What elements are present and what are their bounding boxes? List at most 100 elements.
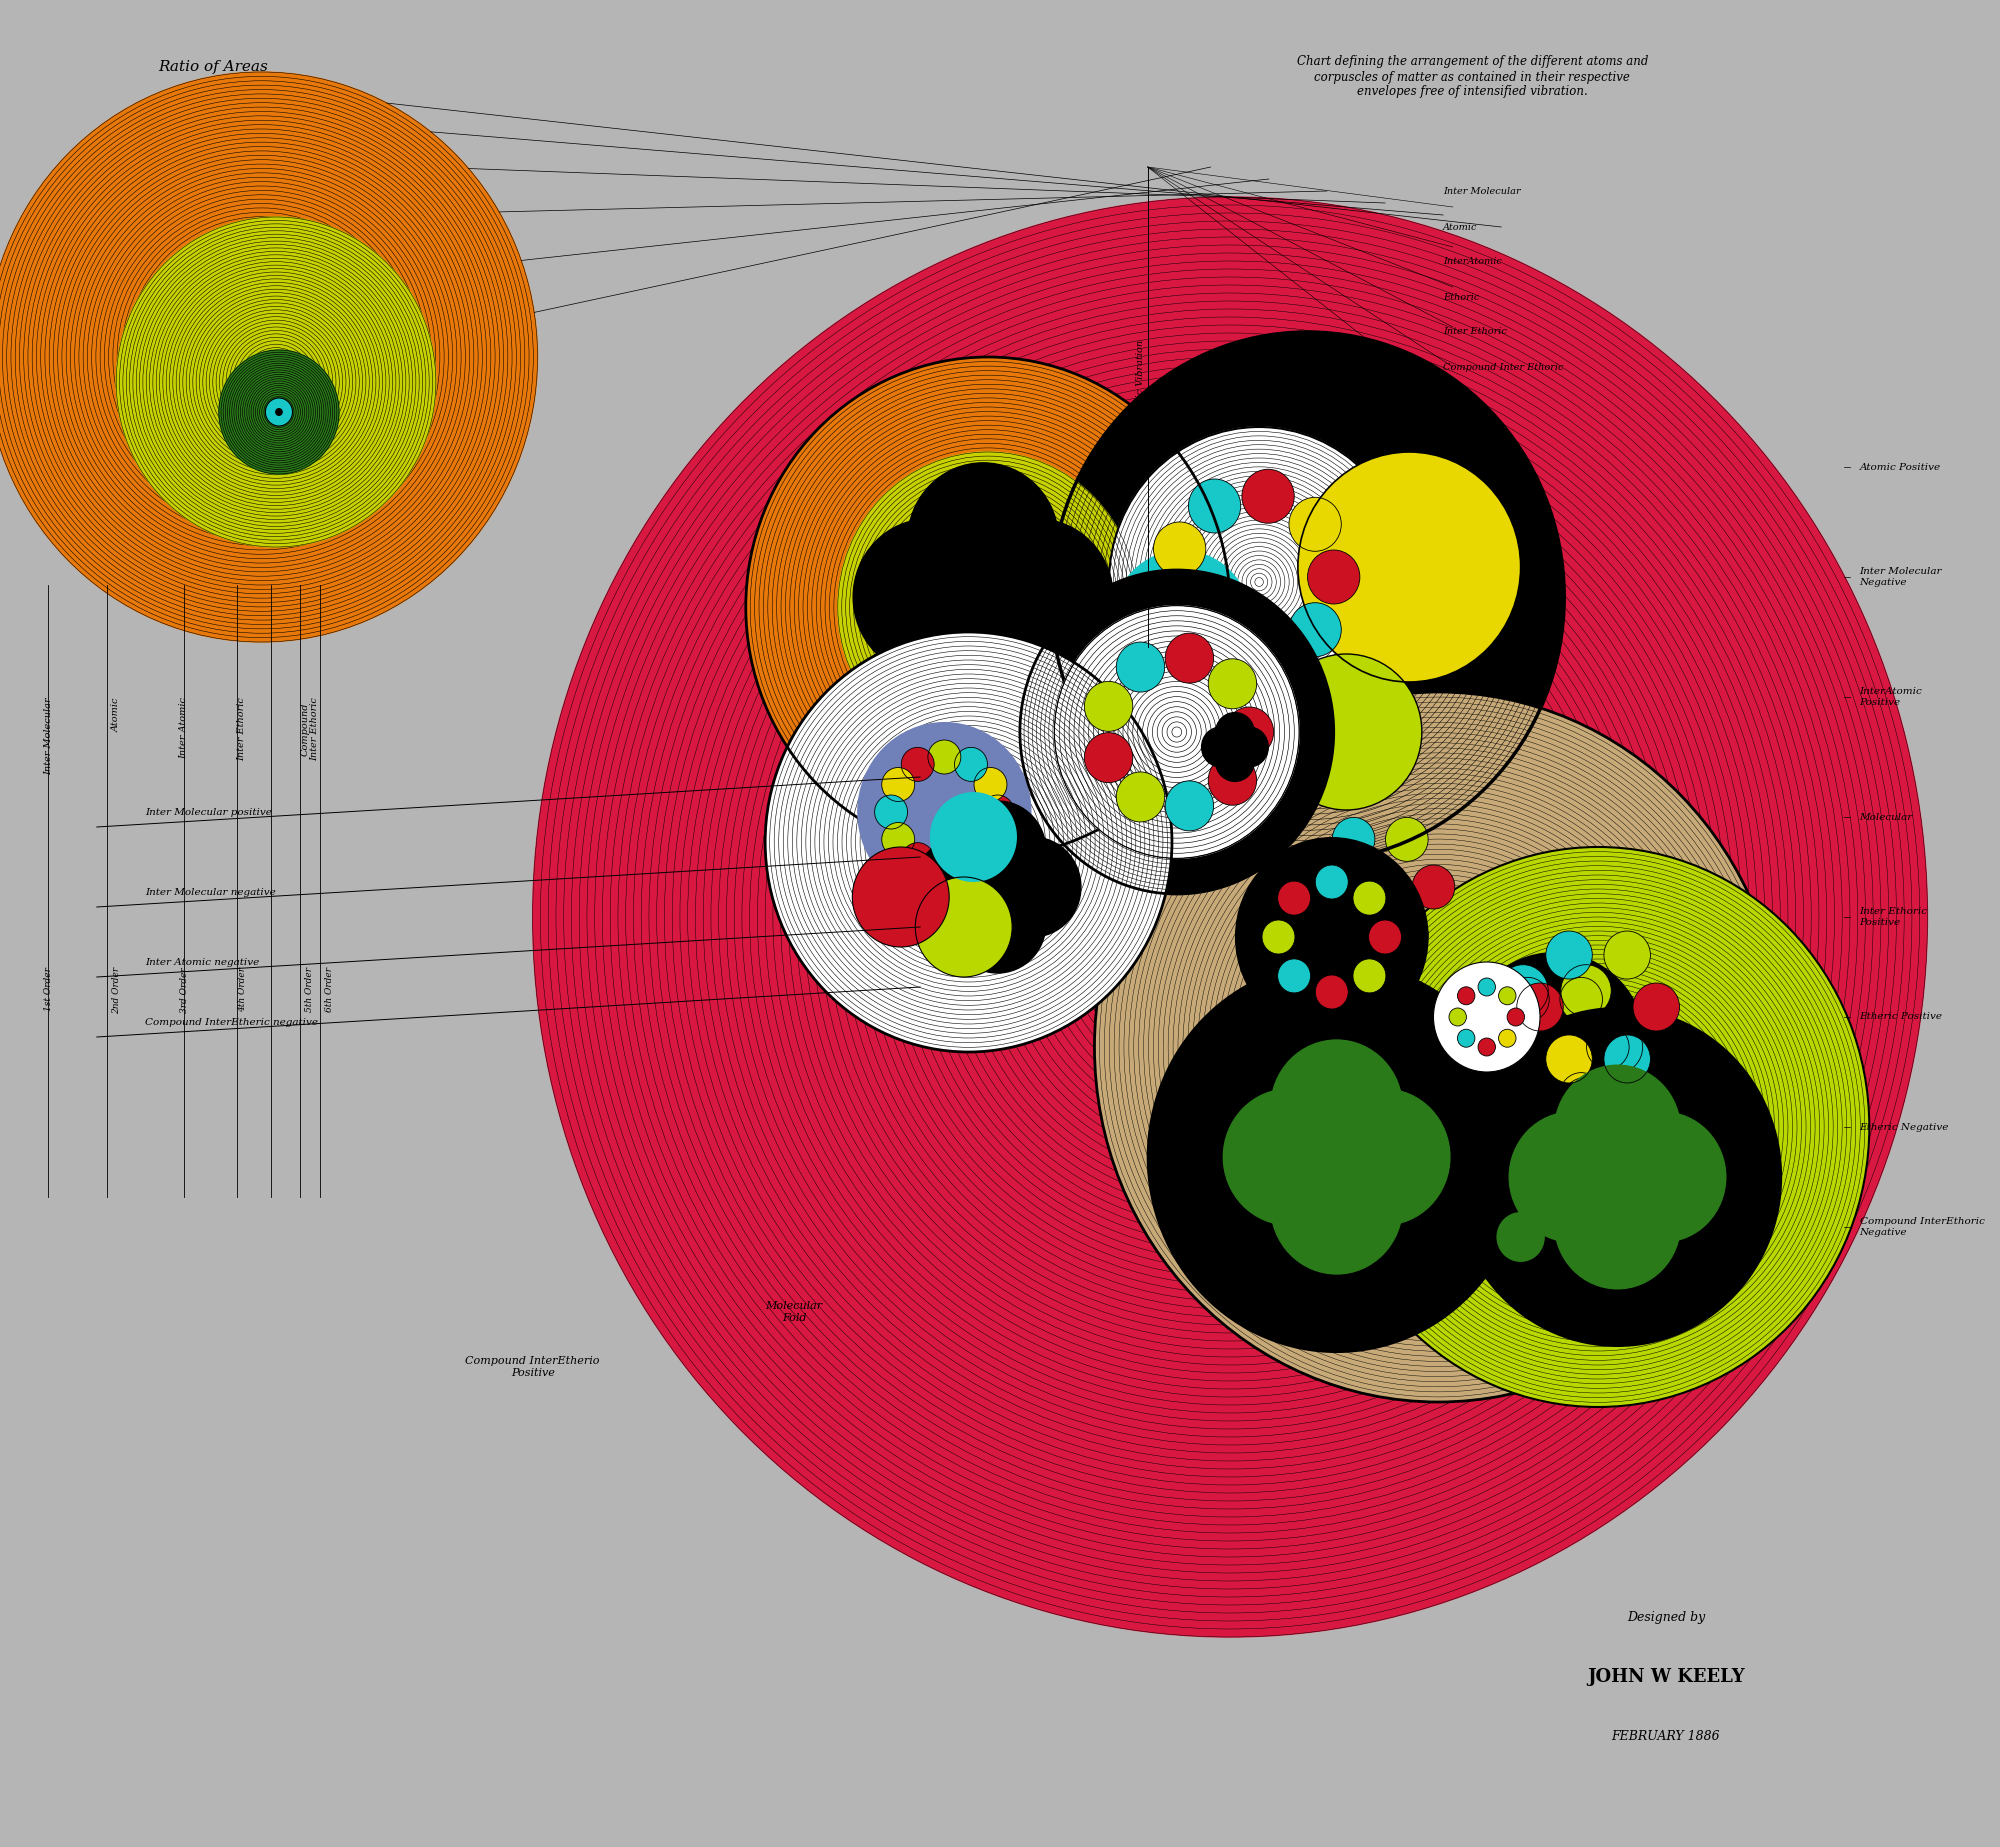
Circle shape [1216,741,1254,781]
Circle shape [1226,707,1274,757]
Circle shape [1368,920,1402,955]
Circle shape [962,519,1114,674]
Text: Etheric Negative: Etheric Negative [1860,1123,1950,1132]
Circle shape [1586,1025,1630,1069]
Circle shape [266,397,292,427]
Circle shape [0,72,538,643]
Circle shape [838,453,1138,763]
Circle shape [1050,332,1564,863]
Text: Compound
Inter Ethoric: Compound Inter Ethoric [300,696,320,761]
Circle shape [218,349,338,475]
Circle shape [1478,979,1496,996]
Circle shape [1188,621,1240,674]
Circle shape [1094,693,1782,1402]
Circle shape [908,574,1058,731]
Text: Inter Electric Vibration: Inter Electric Vibration [1136,340,1146,454]
Circle shape [116,216,436,547]
Circle shape [1332,912,1374,957]
Circle shape [276,408,282,416]
Circle shape [1332,818,1374,861]
Text: Inter Ethoric: Inter Ethoric [1444,327,1508,336]
Text: 2nd Order: 2nd Order [112,968,120,1014]
Circle shape [928,741,960,774]
Circle shape [1498,964,1548,1016]
Circle shape [1466,1021,1516,1073]
Circle shape [1020,571,1334,894]
Text: Inter Molecular: Inter Molecular [44,696,52,774]
Circle shape [1278,881,1310,914]
Circle shape [1242,469,1294,523]
Text: Inter Atomic: Inter Atomic [180,696,188,759]
Circle shape [1308,550,1360,604]
Circle shape [950,874,1046,973]
Circle shape [916,877,1012,977]
Text: Ethoric: Ethoric [1444,292,1480,301]
Circle shape [1632,983,1680,1031]
Text: InterAtomic
Positive: InterAtomic Positive [1860,687,1922,707]
Circle shape [1560,977,1602,1021]
Circle shape [1202,728,1240,767]
Circle shape [1230,728,1268,767]
Circle shape [852,848,950,948]
Text: 6th Order: 6th Order [324,968,334,1012]
Circle shape [1498,1077,1548,1129]
Circle shape [1510,1112,1636,1241]
Circle shape [874,794,908,829]
Circle shape [882,768,914,802]
Circle shape [1458,1029,1474,1047]
Text: Etheric Positive: Etheric Positive [1860,1012,1942,1021]
Circle shape [1166,634,1214,683]
Circle shape [1560,1073,1602,1117]
Circle shape [746,356,1230,857]
Text: Inter Ethoric: Inter Ethoric [238,696,246,761]
Circle shape [1288,497,1342,550]
Text: Molecular
Fold: Molecular Fold [766,1300,822,1322]
Circle shape [1150,654,1300,811]
Circle shape [1316,864,1348,899]
Circle shape [902,748,934,781]
Text: Atomic: Atomic [112,696,120,731]
Text: 5th Order: 5th Order [306,968,314,1012]
Circle shape [1224,1090,1356,1225]
Circle shape [1262,920,1294,955]
Circle shape [1592,1021,1642,1073]
Circle shape [1270,1040,1402,1177]
Circle shape [914,837,1012,936]
Circle shape [1270,1138,1402,1274]
Circle shape [1208,755,1256,805]
Circle shape [950,802,1046,901]
Circle shape [1508,1008,1524,1025]
Circle shape [1506,977,1550,1021]
Circle shape [1434,962,1540,1071]
Circle shape [1116,643,1164,693]
Circle shape [1554,1158,1680,1289]
Circle shape [1496,1212,1544,1262]
Circle shape [974,768,1006,802]
Circle shape [1480,1025,1522,1069]
Circle shape [930,792,1016,883]
Circle shape [1306,864,1348,909]
Text: Compound InterEtheric negative: Compound InterEtheric negative [146,1018,318,1027]
Text: FEBRUARY 1886: FEBRUARY 1886 [1612,1731,1720,1744]
Text: Atomic Positive: Atomic Positive [1860,462,1940,471]
Circle shape [1478,1038,1496,1056]
Circle shape [1112,550,1252,694]
Circle shape [1386,912,1428,957]
Circle shape [902,842,934,877]
Text: Compound InterEthoric
Negative: Compound InterEthoric Negative [1860,1217,1984,1237]
Circle shape [1110,427,1410,737]
Circle shape [1546,931,1592,979]
Circle shape [1448,1008,1466,1025]
Text: 4th Order: 4th Order [238,968,246,1012]
Circle shape [1452,1007,1782,1346]
Text: Inter Ethoric
Positive: Inter Ethoric Positive [1860,907,1928,927]
Circle shape [1560,1077,1612,1129]
Text: Chart defining the arrangement of the different atoms and
corpuscles of matter a: Chart defining the arrangement of the di… [1296,55,1648,98]
Circle shape [1560,964,1612,1016]
Circle shape [1458,986,1474,1005]
Circle shape [984,837,1080,936]
Circle shape [1234,837,1428,1036]
Circle shape [974,822,1006,857]
Text: Inter Atomic negative: Inter Atomic negative [146,959,260,968]
Circle shape [1216,713,1254,752]
